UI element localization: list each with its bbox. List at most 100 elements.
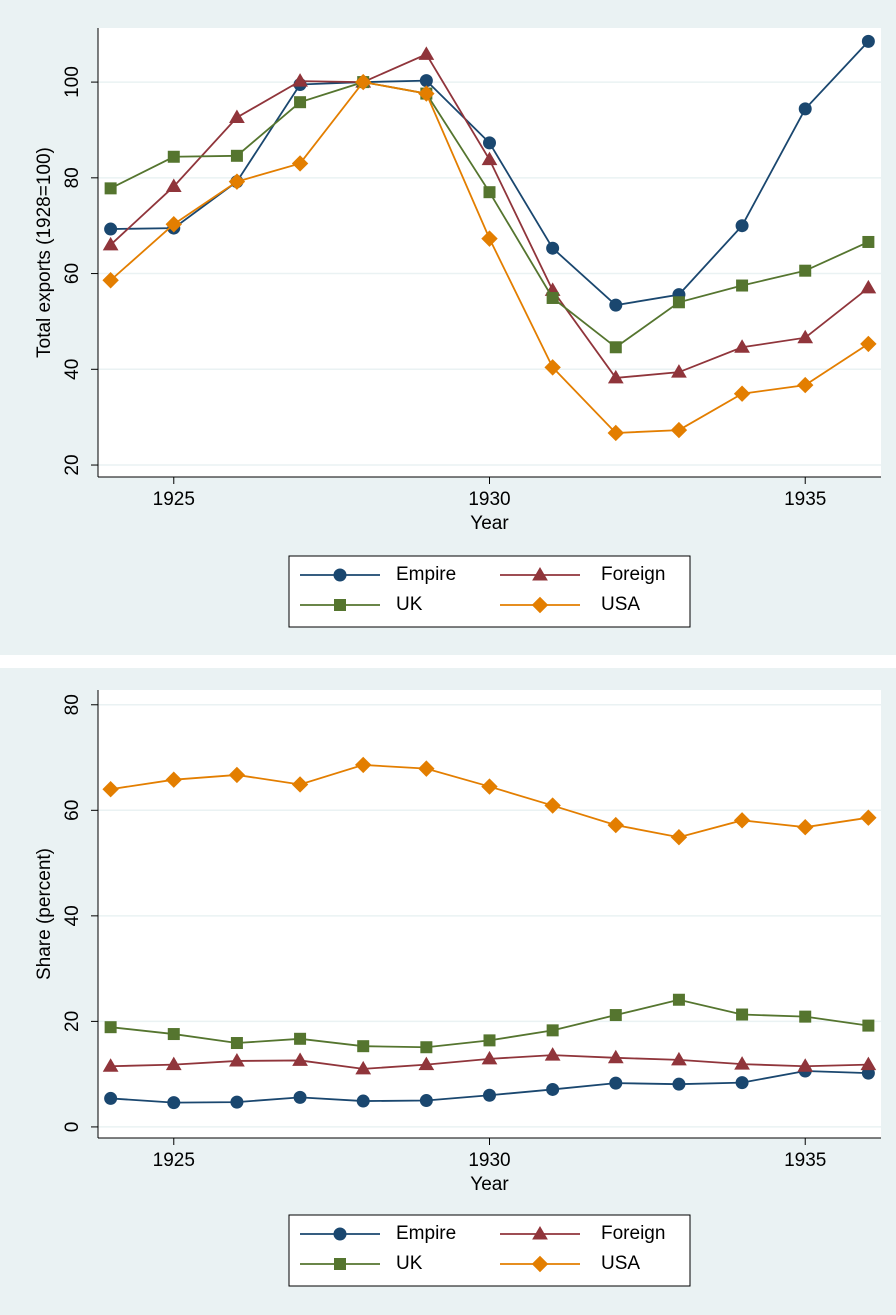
marker <box>294 1032 307 1045</box>
legend-label: UK <box>396 1253 423 1274</box>
y-axis-label: Share (percent) <box>34 848 55 980</box>
legend-label: Foreign <box>601 564 665 585</box>
legend-label: UK <box>396 594 423 615</box>
marker <box>860 335 877 353</box>
marker <box>609 341 622 354</box>
marker <box>294 96 307 109</box>
marker <box>860 1056 877 1071</box>
marker <box>861 34 875 48</box>
marker <box>228 766 246 784</box>
marker <box>670 829 688 846</box>
panel: 20 40 60 80 100 1925 1930 1935 Year Total exports… <box>0 0 896 655</box>
marker <box>735 1076 749 1090</box>
marker <box>798 102 812 116</box>
legend-box <box>288 1214 691 1287</box>
marker <box>736 279 749 292</box>
legend-label: Empire <box>396 1223 456 1244</box>
x-tick-label: 1935 <box>784 1150 826 1171</box>
marker <box>734 1056 750 1070</box>
panel: 0 20 40 60 80 1925 1930 1935 Year Share (percent)… <box>0 668 896 1315</box>
marker <box>418 1056 435 1071</box>
marker <box>609 298 623 312</box>
y-tick-label: 20 <box>62 454 83 475</box>
marker <box>293 1090 307 1104</box>
marker <box>797 376 814 394</box>
marker <box>609 1076 623 1090</box>
marker <box>483 1088 496 1102</box>
marker <box>102 236 119 251</box>
marker <box>733 385 751 402</box>
marker <box>355 1060 372 1075</box>
marker <box>799 1010 812 1023</box>
marker <box>672 1077 686 1091</box>
legend-label: Empire <box>396 564 456 585</box>
y-tick-label: 80 <box>62 694 83 715</box>
marker <box>733 812 751 829</box>
marker <box>167 1096 181 1110</box>
marker <box>797 818 814 836</box>
marker <box>229 1052 245 1067</box>
marker <box>544 1047 561 1061</box>
x-tick-label: 1930 <box>468 489 510 510</box>
x-tick-label: 1930 <box>468 1150 510 1171</box>
marker <box>355 756 372 774</box>
legend-marker <box>532 567 548 581</box>
y-tick-label: 20 <box>62 1011 83 1032</box>
marker <box>418 46 435 60</box>
marker <box>736 1008 749 1021</box>
marker <box>483 186 496 199</box>
marker <box>356 1094 370 1108</box>
marker <box>104 1091 118 1105</box>
marker <box>546 1024 559 1037</box>
marker <box>797 329 814 344</box>
marker <box>167 150 180 163</box>
marker <box>104 222 118 236</box>
x-axis-label: Year <box>470 1174 509 1195</box>
marker <box>481 230 498 247</box>
marker <box>291 776 309 793</box>
marker <box>544 359 561 376</box>
marker <box>860 809 877 826</box>
marker <box>419 74 433 88</box>
legend-marker <box>333 568 347 582</box>
y-tick-label: 0 <box>62 1122 83 1133</box>
y-tick-label: 60 <box>62 800 83 821</box>
marker <box>165 216 182 233</box>
marker <box>670 421 688 439</box>
marker <box>797 1058 814 1072</box>
legend-marker <box>531 596 549 614</box>
marker <box>229 109 245 124</box>
marker <box>607 816 624 834</box>
y-tick-label: 40 <box>62 359 83 380</box>
x-tick-label: 1925 <box>153 1150 195 1171</box>
marker <box>609 1009 622 1022</box>
marker <box>230 1037 243 1050</box>
marker <box>544 797 561 814</box>
marker <box>546 241 560 255</box>
marker <box>420 1041 433 1054</box>
marker <box>862 1019 875 1032</box>
marker <box>860 279 877 294</box>
marker <box>355 73 372 91</box>
marker <box>104 182 117 195</box>
x-axis-label: Year <box>470 513 509 534</box>
legend-marker <box>334 599 346 611</box>
x-tick-label: 1925 <box>153 489 195 510</box>
y-axis-label: Total exports (1928=100) <box>34 147 55 358</box>
legend-marker <box>531 1255 549 1273</box>
y-tick-label: 100 <box>62 66 83 98</box>
marker <box>102 272 119 289</box>
legend-marker <box>334 1258 346 1270</box>
marker <box>799 264 812 277</box>
marker <box>735 219 749 233</box>
marker <box>862 235 875 248</box>
plot-area <box>98 28 881 477</box>
marker <box>228 173 246 190</box>
marker <box>165 771 182 788</box>
legend-marker <box>333 1227 347 1241</box>
marker <box>165 178 182 192</box>
marker <box>419 1094 433 1108</box>
legend-label: USA <box>601 1253 640 1274</box>
marker <box>672 296 685 309</box>
